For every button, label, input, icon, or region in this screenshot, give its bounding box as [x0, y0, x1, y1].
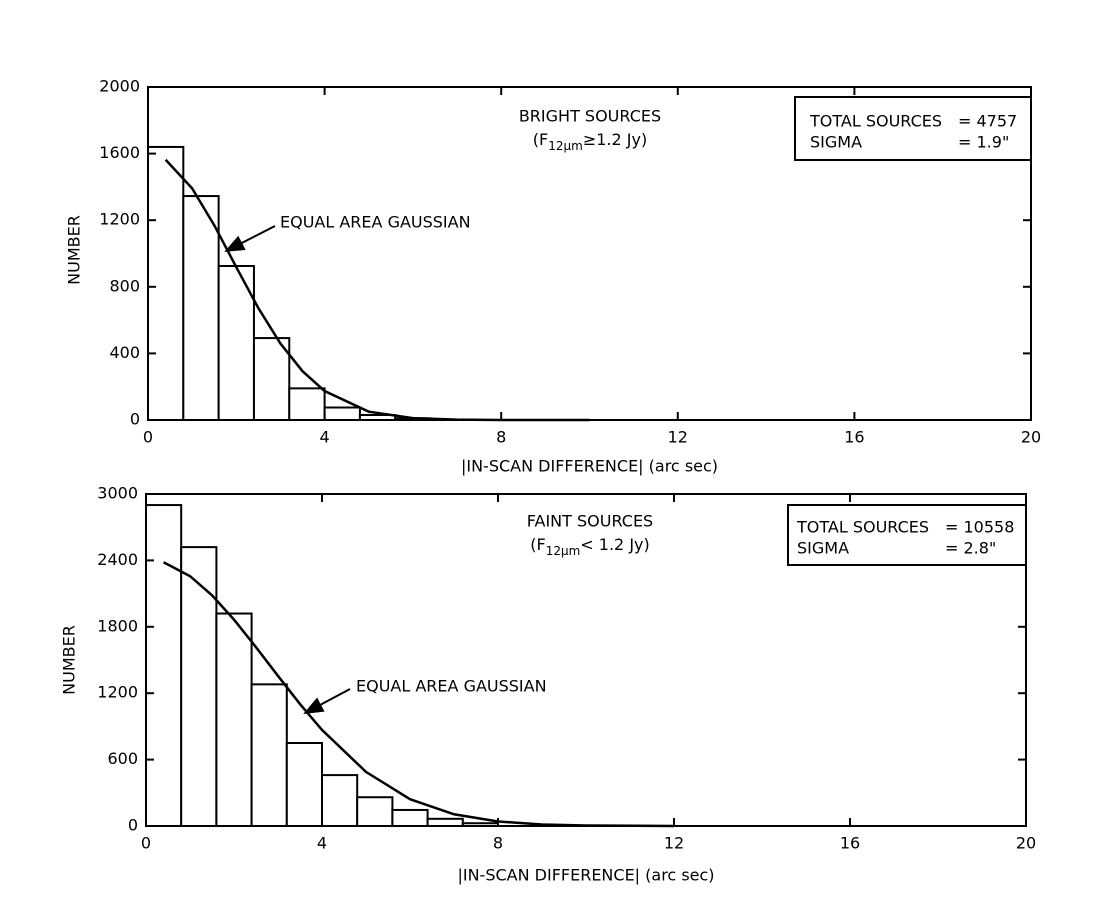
subtitle-part: 12μm [546, 544, 581, 558]
histogram-bar [321, 774, 359, 827]
x-tick-label: 20 [1021, 428, 1041, 447]
y-tick-label: 1200 [97, 683, 138, 702]
y-tick-label: 2000 [99, 77, 140, 96]
y-axis-label: NUMBER [60, 625, 79, 695]
subtitle-part: (F [530, 535, 545, 554]
stat-label: SIGMA [810, 133, 862, 152]
x-axis-label: |IN-SCAN DIFFERENCE| (arc sec) [457, 866, 714, 885]
histogram-bar [356, 796, 394, 828]
chart-title: BRIGHT SOURCES [519, 107, 661, 126]
subtitle-part: (F [533, 130, 548, 149]
x-tick-label: 8 [496, 428, 506, 447]
histogram-bar [217, 264, 255, 421]
histogram-bar [182, 195, 220, 421]
chart-subtitle: (F12μm< 1.2 Jy) [530, 535, 650, 558]
histogram-bar [288, 387, 326, 421]
x-tick-label: 8 [493, 834, 503, 853]
chart-subtitle: (F12μm≥1.2 Jy) [533, 130, 647, 153]
histogram-bar [250, 683, 288, 828]
stats-box [787, 504, 1027, 566]
stat-label: SIGMA [797, 539, 849, 558]
x-tick-label: 16 [840, 834, 860, 853]
annotation: EQUAL AREA GAUSSIAN [356, 677, 547, 696]
annotation: EQUAL AREA GAUSSIAN [280, 213, 471, 232]
histogram-bar [215, 612, 253, 828]
x-tick-label: 16 [844, 428, 864, 447]
histogram-bar [426, 817, 464, 827]
subtitle-part: ≥1.2 Jy) [583, 130, 647, 149]
x-tick-label: 12 [668, 428, 688, 447]
gaussian-curve [163, 561, 675, 828]
histogram-bar [147, 145, 185, 421]
histogram-bar [391, 808, 429, 827]
subtitle-part: 12μm [548, 139, 583, 153]
y-tick-label: 3000 [97, 484, 138, 503]
subtitle-part: < 1.2 Jy) [580, 535, 649, 554]
gaussian-curve [164, 158, 590, 422]
histogram-bar [323, 406, 361, 422]
x-axis-label: |IN-SCAN DIFFERENCE| (arc sec) [461, 457, 718, 476]
y-tick-label: 800 [109, 276, 140, 295]
stat-label: TOTAL SOURCES [809, 112, 942, 131]
y-tick-label: 0 [130, 410, 140, 429]
y-tick-label: 1800 [97, 616, 138, 635]
histogram-bar [180, 546, 218, 827]
y-tick-label: 600 [107, 749, 138, 768]
stat-value: = 2.8" [945, 539, 996, 558]
y-tick-label: 1200 [99, 210, 140, 229]
y-axis-label: NUMBER [65, 215, 84, 285]
y-tick-label: 2400 [97, 550, 138, 569]
x-tick-label: 0 [143, 428, 153, 447]
stat-value: = 10558 [945, 518, 1014, 537]
stat-value: = 1.9" [958, 133, 1009, 152]
stats-box [794, 96, 1032, 161]
x-tick-label: 4 [317, 834, 327, 853]
chart-title: FAINT SOURCES [527, 512, 653, 531]
x-tick-label: 0 [141, 834, 151, 853]
annotation-arrow [224, 225, 276, 252]
stat-label: TOTAL SOURCES [796, 518, 929, 537]
y-tick-label: 1600 [99, 143, 140, 162]
histogram-bar [252, 337, 291, 421]
x-tick-label: 20 [1016, 834, 1036, 853]
stat-value: = 4757 [958, 112, 1017, 131]
histogram-bar [285, 742, 323, 827]
x-tick-label: 12 [664, 834, 684, 853]
x-tick-label: 4 [320, 428, 330, 447]
y-tick-label: 0 [128, 816, 138, 835]
y-tick-label: 400 [109, 343, 140, 362]
annotation-arrow [303, 688, 351, 714]
histogram-bar [145, 504, 183, 827]
